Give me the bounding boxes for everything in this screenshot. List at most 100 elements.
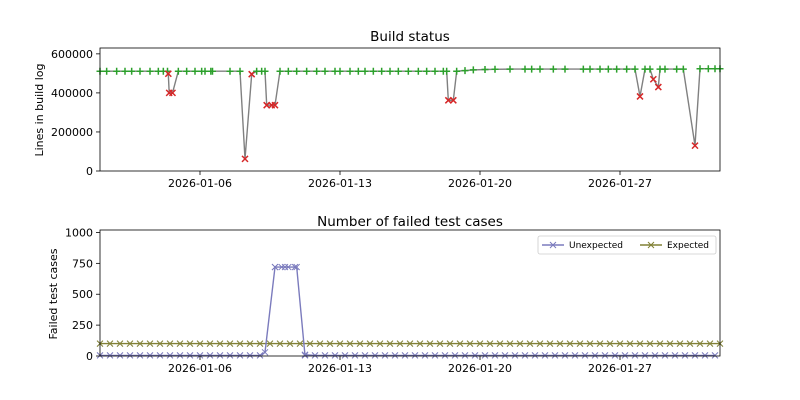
fail-marker [654,83,662,91]
unexpected-marker [631,352,639,359]
pass-marker [236,67,244,75]
unexpected-marker [581,352,589,359]
expected-marker [446,340,454,348]
expected-marker [406,340,414,348]
pass-marker [191,67,199,75]
pass-marker [346,67,354,75]
y-tick-label: 600000 [51,48,93,61]
pass-marker [673,65,681,73]
unexpected-marker [293,263,301,271]
unexpected-marker [481,352,489,359]
unexpected-marker [671,352,679,359]
pass-marker [469,66,477,74]
fail-marker [168,89,177,97]
unexpected-marker [156,352,164,359]
fail-marker [691,142,699,150]
pass-marker [414,67,422,75]
expected-marker [186,340,194,348]
pass-marker [431,67,439,75]
expected-marker [246,340,254,348]
expected-marker [206,340,214,348]
pass-marker [128,67,136,75]
expected-marker [176,340,184,348]
expected-marker [436,340,444,348]
unexpected-marker [491,352,499,359]
unexpected-marker [511,352,519,359]
unexpected-marker [136,352,144,359]
unexpected-marker [331,352,339,359]
pass-marker [313,67,321,75]
unexpected-marker [176,352,184,359]
x-tick-label: 2026-01-20 [448,177,512,190]
expected-legend-label: Expected [667,241,709,251]
pass-marker [174,67,182,75]
pass-marker [536,65,544,73]
expected-marker [586,340,594,348]
expected-marker [496,340,504,348]
pass-marker [146,67,154,75]
x-tick-label: 2026-01-13 [308,177,372,190]
unexpected-marker [691,352,699,359]
expected-marker [486,340,494,348]
failed-tests-ylabel: Failed test cases [47,248,60,339]
unexpected-line [100,266,715,357]
pass-marker [369,67,377,75]
expected-marker [476,340,484,348]
unexpected-marker [371,352,379,359]
y-tick-label: 1000 [65,226,93,239]
expected-marker [416,340,424,348]
pass-marker [103,67,111,75]
pass-marker [113,67,121,75]
pass-marker [661,65,669,73]
fail-marker [241,155,249,163]
pass-marker [443,67,451,75]
pass-marker [226,67,234,75]
pass-marker [303,67,311,75]
unexpected-marker [381,352,389,359]
unexpected-marker [186,352,194,359]
expected-marker [626,340,634,348]
pass-marker [613,65,621,73]
build-status-title: Build status [370,29,450,45]
pass-marker [604,65,612,73]
unexpected-marker [196,352,204,359]
failed-tests-legend: Unexpected Expected [537,235,717,255]
failed-tests-chart: Number of failed test cases Failed test … [47,214,724,375]
expected-marker [346,340,354,348]
unexpected-marker [146,352,154,359]
unexpected-marker [236,352,244,359]
unexpected-marker [431,352,439,359]
unexpected-marker [411,352,419,359]
y-tick-label: 750 [72,257,93,270]
unexpected-marker [521,352,529,359]
pass-marker [136,67,144,75]
unexpected-marker [621,352,629,359]
pass-marker [631,65,639,73]
unexpected-marker [256,352,264,359]
unexpected-marker [601,352,609,359]
expected-marker [146,340,154,348]
x-tick-label: 2026-01-27 [588,177,652,190]
expected-marker [506,340,514,348]
expected-marker [156,340,164,348]
unexpected-marker [246,352,254,359]
unexpected-marker [321,352,329,359]
pass-marker [394,67,402,75]
pass-marker [276,67,284,75]
pass-marker [361,67,369,75]
expected-marker [556,340,564,348]
fail-marker [271,101,279,109]
expected-marker [596,340,604,348]
build-status-plot-frame [99,47,721,172]
expected-marker [136,340,144,348]
unexpected-marker [641,352,649,359]
pass-marker [549,65,557,73]
expected-marker [686,340,694,348]
unexpected-marker [391,352,399,359]
expected-marker [326,340,334,348]
pass-marker [284,67,292,75]
y-tick-label: 0 [86,350,93,363]
unexpected-marker [351,352,359,359]
unexpected-legend-marker [549,241,557,249]
